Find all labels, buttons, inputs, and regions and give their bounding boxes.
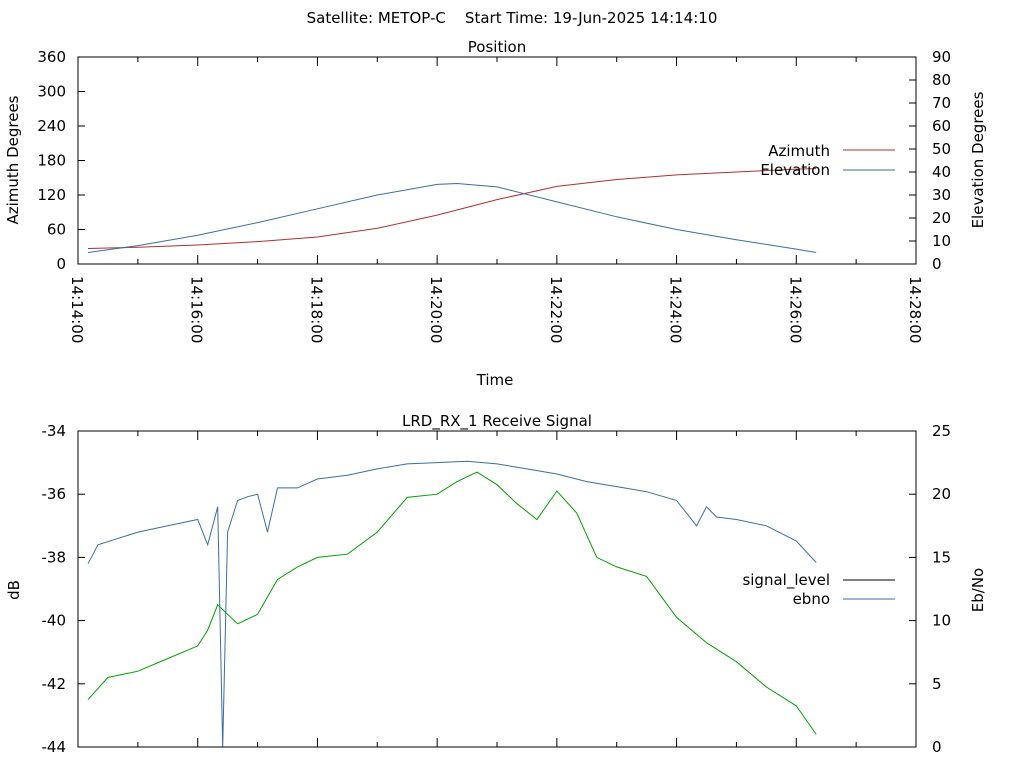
- y-tick-label: 360: [37, 48, 66, 66]
- y2-tick-label: 25: [932, 422, 951, 440]
- y-tick-label: -40: [42, 612, 67, 630]
- y-tick-label: 240: [37, 117, 66, 135]
- y2-tick-label: 70: [932, 94, 951, 112]
- y2-tick-label: 80: [932, 71, 951, 89]
- y-tick-label: 180: [37, 152, 66, 170]
- position-y2-axis-label: Elevation Degrees: [969, 91, 987, 228]
- receive-signal-y2-axis-label: Eb/No: [969, 568, 987, 612]
- y2-tick-label: 20: [932, 209, 951, 227]
- figure-title: Satellite: METOP-C Start Time: 19-Jun-20…: [307, 9, 718, 27]
- receive-signal-plot-frame: [77, 430, 917, 748]
- y2-tick-label: 0: [932, 738, 942, 756]
- y-tick-label: -38: [42, 548, 67, 566]
- y-tick-label: -42: [42, 675, 67, 693]
- position-plot-frame: [77, 56, 917, 265]
- position-x-axis-label: Time: [476, 371, 514, 389]
- receive-signal-legend: signal_level ebno: [742, 571, 895, 608]
- receive-signal-chart: LRD_RX_1 Receive Signal -34 -36 -38 -40 -42 -…: [5, 412, 987, 756]
- legend-label-signal-level: signal_level: [742, 571, 830, 590]
- x-tick-label: 14:20:00: [427, 276, 445, 343]
- y2-tick-label: 40: [932, 163, 951, 181]
- x-tick-label: 14:22:00: [547, 276, 565, 343]
- position-y-axis-label: Azimuth Degrees: [4, 95, 22, 224]
- position-series-elevation: [87, 182, 817, 253]
- y2-tick-label: 5: [932, 675, 942, 693]
- y2-tick-label: 50: [932, 140, 951, 158]
- receive-signal-series-unlabeled-2: [87, 471, 817, 735]
- y2-tick-label: 60: [932, 117, 951, 135]
- x-tick-label: 14:24:00: [667, 276, 685, 343]
- legend-label-azimuth: Azimuth: [768, 142, 830, 160]
- position-legend: Azimuth Elevation: [760, 142, 895, 179]
- position-chart: Position 0 60 120 180 240 300 360 0 10 20 30 40 50 60…: [4, 38, 987, 389]
- y-tick-label: 120: [37, 186, 66, 204]
- x-tick-label: 14:18:00: [307, 276, 325, 343]
- y-tick-label: -44: [42, 738, 67, 756]
- y-tick-label: -36: [42, 485, 67, 503]
- x-tick-label: 14:28:00: [906, 276, 924, 343]
- y2-tick-label: 10: [932, 232, 951, 250]
- y2-tick-label: 15: [932, 548, 951, 566]
- y2-tick-label: 10: [932, 612, 951, 630]
- y-tick-label: 0: [56, 255, 66, 273]
- y2-tick-label: 90: [932, 48, 951, 66]
- position-chart-title: Position: [468, 38, 526, 56]
- legend-label-ebno: ebno: [793, 590, 830, 608]
- y2-tick-label: 20: [932, 485, 951, 503]
- y2-tick-label: 0: [932, 255, 942, 273]
- receive-signal-series-ebno: [87, 460, 817, 748]
- receive-signal-y-axis-label: dB: [5, 580, 23, 600]
- x-tick-label: 14:26:00: [786, 276, 804, 343]
- y-tick-label: -34: [42, 422, 67, 440]
- y-tick-label: 300: [37, 83, 66, 101]
- x-tick-label: 14:14:00: [68, 276, 86, 343]
- x-tick-label: 14:16:00: [188, 276, 206, 343]
- y2-tick-label: 30: [932, 186, 951, 204]
- position-series-azimuth: [87, 168, 817, 249]
- y-tick-label: 60: [47, 221, 66, 239]
- receive-signal-chart-title: LRD_RX_1 Receive Signal: [402, 412, 592, 431]
- legend-label-elevation: Elevation: [760, 161, 830, 179]
